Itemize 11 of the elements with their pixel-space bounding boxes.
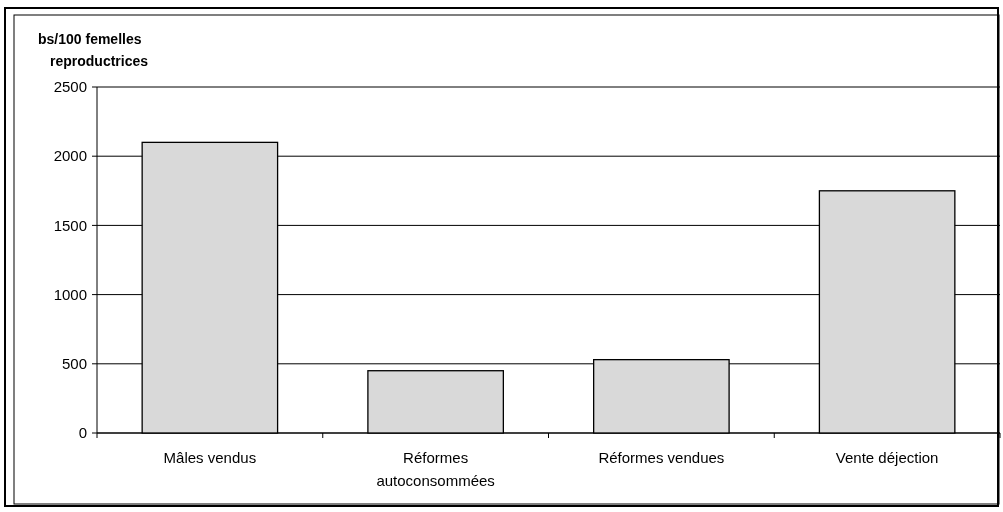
y-tick-label: 2000 [53,147,87,165]
x-tick-label: Réformes autoconsommées [376,449,495,489]
y-tick-label: 500 [61,355,87,373]
x-tick-label: Vente déjection [835,449,939,466]
y-tick-label: 1500 [53,216,87,234]
x-tick-label: Réformes vendues [598,449,725,466]
y-tick-label: 1000 [53,285,87,303]
x-tick-label: Mâles vendus [163,449,257,466]
y-axis-title: bs/100 femelles reproductrices [38,31,149,69]
y-tick-label: 0 [78,424,87,442]
y-tick-label: 2500 [53,78,87,96]
